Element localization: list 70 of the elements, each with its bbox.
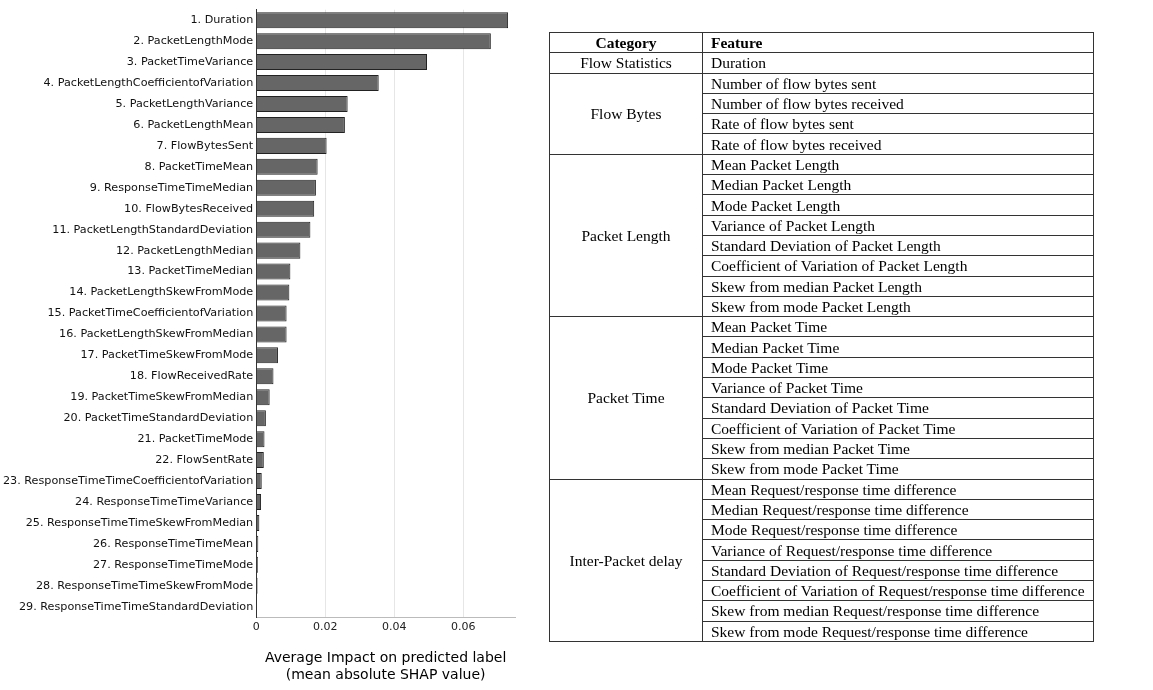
category-label: Category [549, 32, 703, 53]
y-tick-label: 7. FlowBytesSent [156, 138, 254, 152]
text: Variance of Packet Length [711, 216, 875, 234]
text: Mean Packet Length [711, 155, 840, 173]
text: Variance of Request/response time difference [711, 541, 993, 559]
y-tick-label: 20. PacketTimeStandardDeviation [63, 411, 254, 425]
text: Coefficient of Variation of Packet Time [711, 419, 956, 437]
text: Skew from median Packet Time [711, 440, 910, 458]
y-tick-label: 23. ResponseTimeTimeCoefficientofVariation [2, 473, 254, 487]
y-tick-label: 13. PacketTimeMedian [127, 264, 254, 278]
y-tick-label: 12. PacketLengthMedian [115, 243, 254, 257]
y-tick-label: 27. ResponseTimeTimeMode [92, 557, 254, 571]
y-tick-label: 1. Duration [190, 13, 254, 27]
y-tick-label: 6. PacketLengthMean [133, 117, 254, 131]
category-label: Feature [702, 32, 1094, 53]
y-tick-label: 2. PacketLengthMode [133, 34, 254, 48]
y-tick-label: 8. PacketTimeMean [144, 159, 254, 173]
text: Rate of flow bytes received [711, 135, 882, 153]
text: Flow Statistics [580, 54, 672, 72]
text: Standard Deviation of Packet Length [711, 237, 941, 255]
text: Coefficient of Variation of Packet Length [711, 257, 968, 275]
text: Skew from mode Packet Length [711, 298, 911, 315]
text: Median Packet Time [711, 338, 840, 356]
y-tick-label: 11. PacketLengthStandardDeviation [52, 222, 254, 236]
y-tick-label: 26. ResponseTimeTimeMean [92, 536, 254, 550]
y-tick-label: 24. ResponseTimeTimeVariance [75, 494, 254, 508]
text: Standard Deviation of Packet Time [711, 399, 929, 417]
x-tick-label: 0 [252, 619, 260, 633]
text: Coefficient of Variation of Request/response time difference [711, 582, 1085, 600]
y-tick-label: 18. FlowReceivedRate [129, 369, 254, 383]
text: Mean Request/response time difference [711, 480, 957, 498]
y-tick-label: 10. FlowBytesReceived [124, 201, 254, 215]
text: Mode Request/response time difference [711, 521, 958, 539]
y-tick-label: 21. PacketTimeMode [137, 432, 254, 446]
y-tick-label: 28. ResponseTimeTimeSkewFromMode [35, 578, 254, 592]
text: Median Packet Length [711, 176, 852, 194]
text: Skew from median Packet Length [711, 277, 922, 295]
y-tick-label: 16. PacketLengthSkewFromMedian [59, 327, 254, 341]
text: Inter-Packet delay [569, 551, 683, 569]
y-tick-label: 25. ResponseTimeTimeSkewFromMedian [25, 515, 254, 529]
y-tick-label: 15. PacketTimeCoefficientofVariation [47, 306, 254, 320]
text: Skew from median Request/response time difference [711, 602, 1040, 620]
x-tick-label: 0.02 [312, 619, 338, 633]
y-tick-label: 19. PacketTimeSkewFromMedian [70, 390, 254, 404]
x-tick-label: 0.06 [451, 619, 476, 633]
y-tick-label: 29. ResponseTimeTimeStandardDeviation [18, 599, 254, 613]
text: Variance of Packet Time [711, 379, 863, 397]
x-tick-label: 0.04 [381, 619, 407, 633]
text: Mode Packet Time [711, 358, 829, 376]
text: Median Request/response time difference [711, 500, 969, 518]
y-tick-label: 17. PacketTimeSkewFromMode [80, 348, 254, 362]
y-tick-label: 4. PacketLengthCoefficientofVariation [43, 75, 254, 89]
text: Number of flow bytes received [711, 95, 904, 113]
text: Duration [711, 54, 767, 72]
text: Packet Length [581, 226, 671, 244]
y-tick-label: 22. FlowSentRate [155, 453, 254, 467]
text: Skew from mode Packet Time [711, 460, 899, 478]
text: Mode Packet Length [711, 196, 841, 214]
y-tick-label: 5. PacketLengthVariance [115, 96, 254, 110]
text: Packet Time [587, 389, 665, 407]
text: Skew from mode Request/response time difference [711, 622, 1028, 640]
x-axis-title: Average Impact on predicted label (mean absolute SHAP value) [264, 649, 507, 683]
text: Number of flow bytes sent [711, 74, 877, 92]
text: Rate of flow bytes sent [711, 115, 854, 133]
text: Flow Bytes [590, 105, 662, 123]
y-tick-label: 14. PacketLengthSkewFromMode [69, 285, 254, 299]
text: Standard Deviation of Request/response time difference [711, 561, 1059, 579]
y-tick-label: 9. ResponseTimeTimeMedian [89, 180, 254, 194]
text: Mean Packet Time [711, 318, 828, 336]
y-tick-label: 3. PacketTimeVariance [126, 55, 254, 68]
